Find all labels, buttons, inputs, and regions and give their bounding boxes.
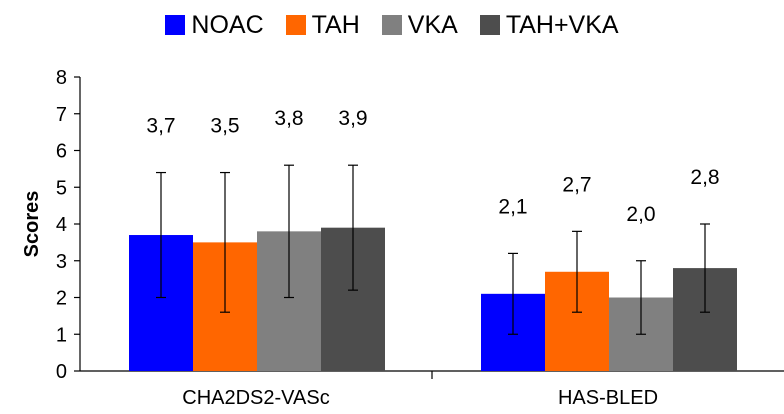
y-tick-label: 8 xyxy=(56,67,67,89)
legend-label-tah: TAH xyxy=(311,10,360,39)
data-label: 2,7 xyxy=(562,173,591,196)
y-tick-label: 7 xyxy=(56,104,67,126)
legend-swatch-tah-vka xyxy=(479,15,500,35)
data-label: 3,7 xyxy=(146,115,175,138)
y-tick-label: 0 xyxy=(56,361,67,383)
legend-swatch-tah xyxy=(285,15,306,35)
legend-item-tah-vka: TAH+VKA xyxy=(479,10,619,40)
legend-label-tah-vka: TAH+VKA xyxy=(505,10,619,39)
y-tick-label: 5 xyxy=(56,177,67,199)
data-label: 3,5 xyxy=(210,115,239,138)
y-tick-label: 2 xyxy=(56,288,67,310)
legend-item-noac: NOAC xyxy=(165,10,264,40)
data-label: 3,9 xyxy=(338,107,367,130)
legend-item-tah: TAH xyxy=(285,10,360,40)
plot-area: 0 1 2 3 4 5 6 7 8 CHA2DS2-VASc 3,7 3,5 3,8 3,9 HAS-BLE… xyxy=(56,67,784,409)
data-label: 2,8 xyxy=(690,166,719,189)
y-axis-label: Scores xyxy=(21,191,43,258)
legend-swatch-noac xyxy=(165,15,186,35)
chart-legend: NOAC TAH VKA TAH+VKA xyxy=(0,8,784,42)
legend-label-vka: VKA xyxy=(407,10,458,39)
data-label: 3,8 xyxy=(274,107,303,130)
y-tick-label: 6 xyxy=(56,141,67,163)
y-tick-label: 3 xyxy=(56,251,67,273)
data-label: 2,1 xyxy=(498,195,527,218)
x-category-label: HAS-BLED xyxy=(558,387,658,409)
legend-swatch-vka xyxy=(381,15,402,35)
legend-item-vka: VKA xyxy=(381,10,458,40)
x-category-label: CHA2DS2-VASc xyxy=(182,387,329,409)
y-tick-label: 1 xyxy=(56,324,67,346)
data-label: 2,0 xyxy=(626,203,655,226)
legend-label-noac: NOAC xyxy=(191,10,264,39)
y-tick-label: 4 xyxy=(56,214,67,236)
